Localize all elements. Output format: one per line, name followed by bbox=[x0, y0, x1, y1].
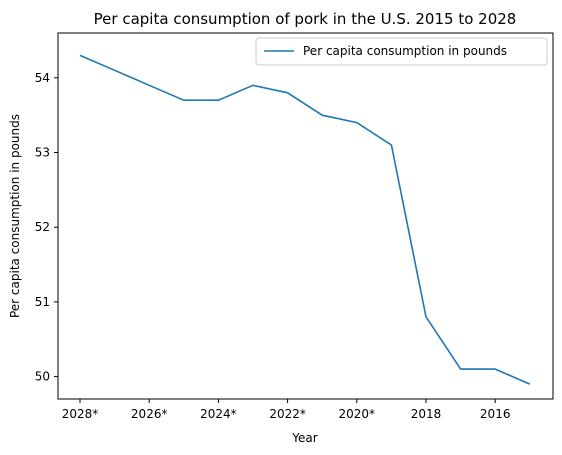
y-axis-label: Per capita consumption in pounds bbox=[8, 114, 22, 318]
x-tick-label: 2026* bbox=[131, 407, 168, 421]
y-axis: 50 51 52 53 54 bbox=[35, 71, 58, 384]
x-tick-label: 2018 bbox=[411, 407, 442, 421]
x-tick-label: 2024* bbox=[200, 407, 237, 421]
chart-title: Per capita consumption of pork in the U.… bbox=[94, 10, 517, 28]
x-tick-label: 2016 bbox=[480, 407, 511, 421]
x-tick-label: 2028* bbox=[62, 407, 99, 421]
x-axis-label: Year bbox=[291, 431, 317, 445]
plot-frame bbox=[57, 32, 554, 400]
y-tick-label: 51 bbox=[35, 295, 50, 309]
legend-box bbox=[255, 37, 548, 66]
legend-label: Per capita consumption in pounds bbox=[303, 44, 507, 58]
x-tick-label: 2022* bbox=[269, 407, 306, 421]
legend: Per capita consumption in pounds bbox=[255, 37, 548, 66]
y-tick-label: 50 bbox=[35, 370, 50, 384]
series-line bbox=[79, 54, 531, 385]
x-axis: 2028* 2026* 2024* 2022* 2020* 2018 2016 bbox=[62, 399, 511, 421]
y-tick-label: 53 bbox=[35, 146, 50, 160]
y-tick-label: 54 bbox=[35, 71, 50, 85]
y-tick-label: 52 bbox=[35, 220, 50, 234]
x-tick-label: 2020* bbox=[339, 407, 376, 421]
